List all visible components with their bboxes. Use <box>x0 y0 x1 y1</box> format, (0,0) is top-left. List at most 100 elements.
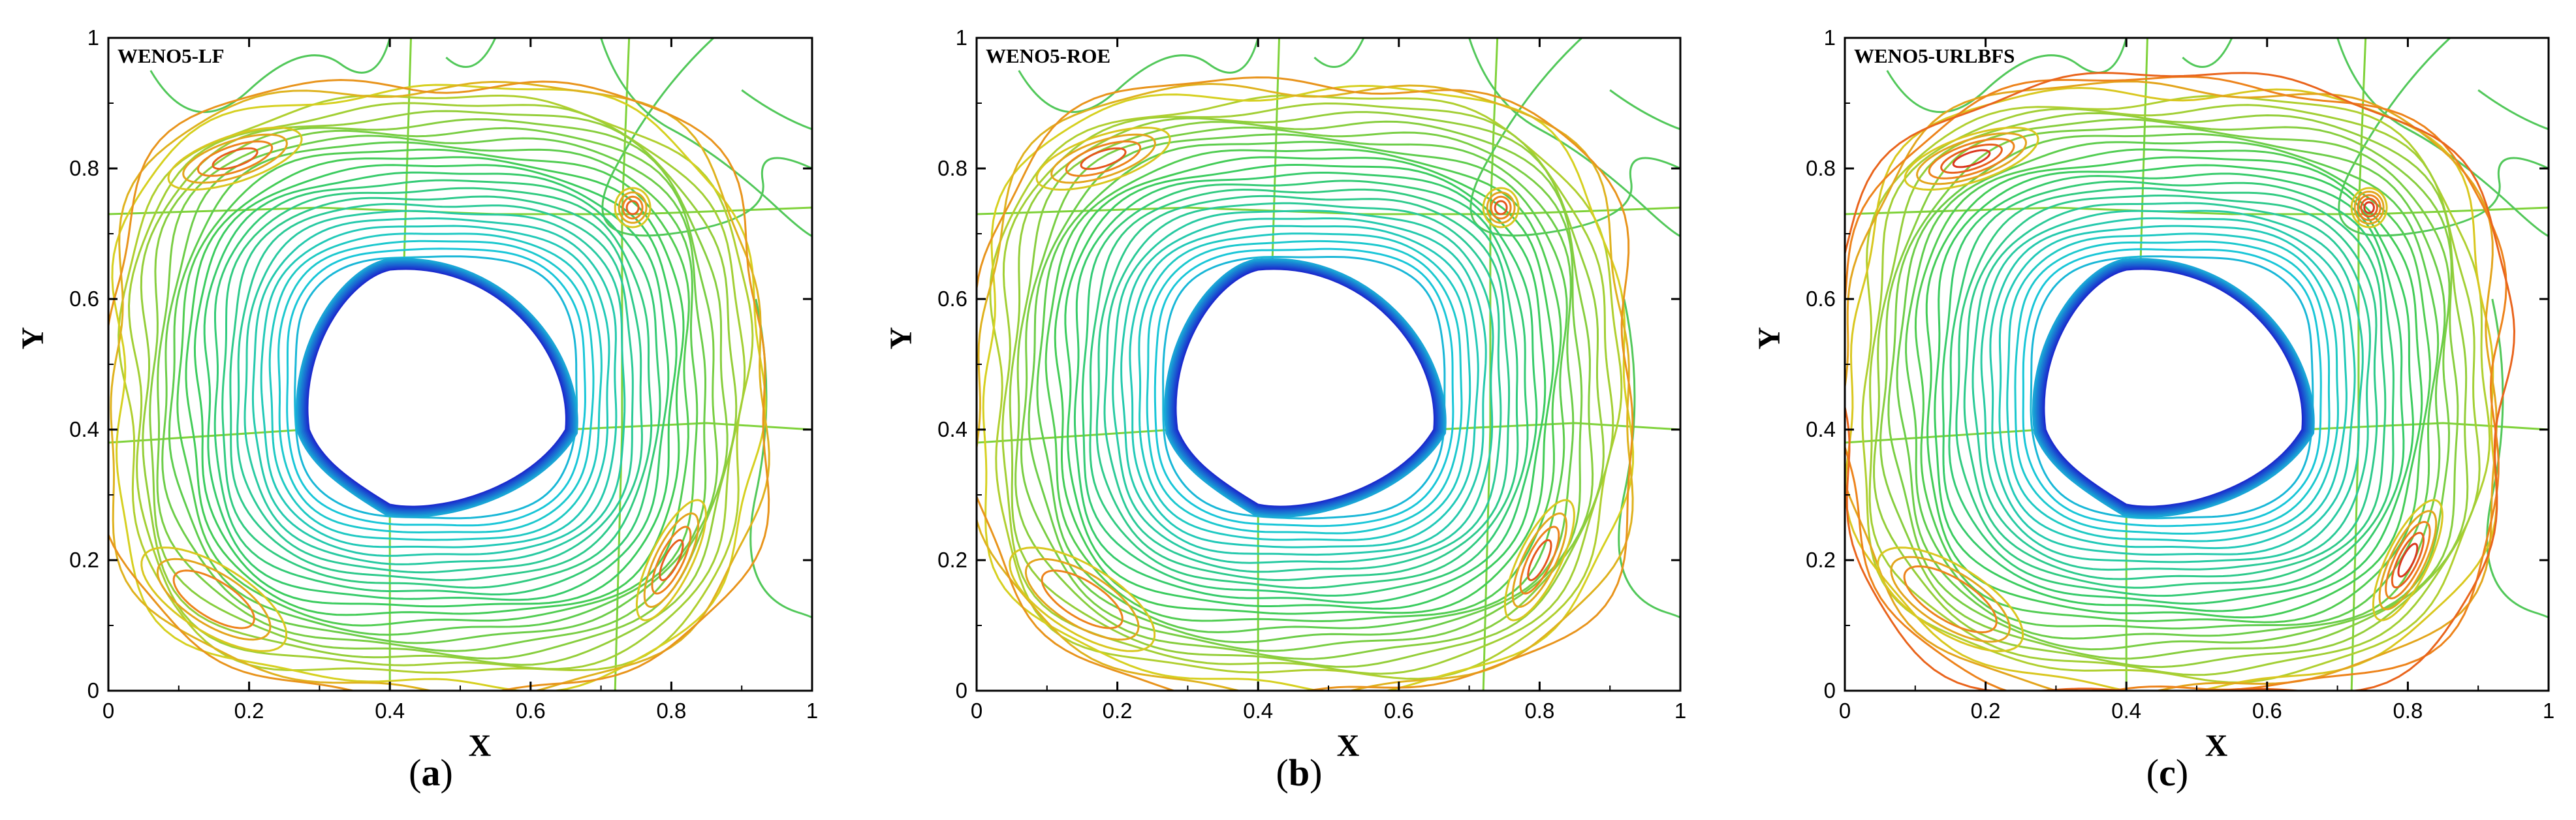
ring-contour <box>2014 240 2331 535</box>
y-tick-label: 1 <box>87 25 99 50</box>
hot-spot-contour <box>2357 194 2381 221</box>
ring-contour <box>1028 133 1575 644</box>
x-tick-label: 0.6 <box>1384 699 1414 723</box>
shock-contour <box>977 76 1634 691</box>
x-tick-label: 0 <box>971 699 982 723</box>
hot-spot-contour <box>621 195 644 220</box>
background-contour <box>149 38 391 114</box>
hot-spot-contour <box>651 526 692 595</box>
caption-letter: c <box>2159 751 2176 794</box>
ring-contour <box>193 164 678 608</box>
hot-spot-contour <box>1877 546 2024 652</box>
background-contour <box>1018 38 1259 114</box>
hot-spot-contour <box>1527 539 1552 582</box>
ring-contour <box>140 110 738 666</box>
ring-contour <box>1896 133 2446 640</box>
y-tick-label: 0.4 <box>1806 417 1836 441</box>
hot-spot-contour <box>1035 126 1171 191</box>
inner-contour <box>1164 258 1447 518</box>
contour-plot-c: 00 0.2 0.2 0.4 0.4 0.6 0.6 0.8 0.8 1 1 X Y WENO5-URLB… <box>1752 25 2554 763</box>
ring-contour <box>161 134 707 644</box>
inner-contour <box>1171 265 1439 511</box>
ring-contour <box>1120 217 1487 556</box>
caption-suffix: ) <box>2175 751 2189 794</box>
x-tick-label: 0.6 <box>516 699 546 723</box>
ring-contour <box>2022 248 2322 528</box>
ring-contour <box>236 203 634 574</box>
hot-spot-contour <box>618 191 648 224</box>
ring-contour <box>1879 118 2459 660</box>
panel-a: 0 0 0.2 0.2 0.4 0.4 0.6 0.6 0.8 0.8 1 1 X Y WENO5-LF (… <box>0 0 855 820</box>
ring-contour <box>168 141 699 636</box>
ring-contour <box>1934 164 2415 612</box>
hot-spot-contour <box>196 140 274 177</box>
ring-contour <box>156 127 719 652</box>
x-tick-label: 1 <box>806 699 818 723</box>
ring-contour <box>1980 210 2364 563</box>
x-tick-label: 0.8 <box>2393 699 2423 723</box>
hot-spot-contour <box>1024 558 1140 641</box>
hot-spot-contour <box>2391 531 2425 589</box>
ring-contour <box>1089 188 1519 590</box>
ring-contour <box>213 179 661 595</box>
ring-contour <box>1868 104 2481 676</box>
ring-contour <box>251 217 618 557</box>
ring-contour <box>185 156 685 616</box>
background-contour <box>1468 38 1680 238</box>
ring-contour <box>1129 225 1479 548</box>
hot-spot-contour <box>1915 132 2028 185</box>
hot-spot-contour <box>1065 140 1142 177</box>
shock-contour <box>110 80 770 691</box>
hot-spot-contour <box>659 539 684 582</box>
inner-contour <box>2039 265 2307 511</box>
inner-contour <box>302 263 573 512</box>
hot-spot-contour <box>1904 126 2039 191</box>
inner-contour <box>1165 259 1445 516</box>
ring-contour <box>1955 187 2387 589</box>
shock-contour <box>111 84 767 691</box>
contour-plot-a: 00 0.2 0.2 0.4 0.4 0.6 0.6 0.8 0.8 1 1 X Y WENO5-LF <box>16 25 818 763</box>
inner-contour <box>303 265 571 511</box>
hot-spot-contour <box>2378 510 2438 610</box>
ring-contour <box>1073 172 1538 604</box>
caption-letter: a <box>421 751 441 794</box>
hot-spot-contour <box>2385 520 2431 600</box>
y-axis-title: Y <box>16 327 50 350</box>
hot-spot-contour <box>614 187 652 229</box>
background-contour <box>2182 38 2233 69</box>
panel-title: WENO5-URLBFS <box>1854 44 2015 67</box>
y-tick-label: 0.2 <box>1806 548 1836 572</box>
y-tick-label: 1 <box>1824 25 1836 50</box>
contour-lines <box>1845 38 2549 691</box>
x-axis-title: X <box>1337 729 1360 763</box>
x-tick-label: 0.8 <box>1524 699 1554 723</box>
inner-contour <box>1174 268 1436 508</box>
caption-suffix: ) <box>1310 751 1323 794</box>
contour-plot-b: 00 0.2 0.2 0.4 0.4 0.6 0.6 0.8 0.8 1 1 X Y WENO5-ROE <box>884 25 1686 763</box>
panel-c: 0 0 0.2 0.2 0.4 0.4 0.6 0.6 0.8 0.8 1 1 X Y WENO5-URLB… <box>1736 0 2576 820</box>
hot-spot-contour <box>643 512 700 608</box>
ring-contour <box>277 240 595 534</box>
inner-contour <box>300 262 574 514</box>
ring-contour <box>127 102 746 670</box>
ring-contour <box>149 118 729 660</box>
x-tick-label: 1 <box>2543 699 2554 723</box>
y-tick-label: 0.8 <box>69 156 99 180</box>
hot-spot-contour <box>2353 190 2385 225</box>
background-contour <box>1313 38 1365 69</box>
y-axis-title: Y <box>1752 327 1787 350</box>
ring-contour <box>1014 120 1594 660</box>
caption-suffix: ) <box>440 751 453 794</box>
shock-contour <box>1845 75 2507 691</box>
hot-spot-contour <box>1928 138 2015 180</box>
y-tick-label: 0.8 <box>1806 156 1836 180</box>
y-tick-label: 0.4 <box>937 417 967 441</box>
inner-contour <box>297 259 577 516</box>
ring-contour <box>1146 240 1463 535</box>
ring-contour <box>2006 232 2339 543</box>
y-tick-label: 0 <box>956 678 967 702</box>
hot-spot-contour <box>1041 569 1123 629</box>
caption-b: (b) <box>1234 751 1364 795</box>
inner-contour <box>2034 259 2314 516</box>
ring-contour <box>2030 255 2314 520</box>
